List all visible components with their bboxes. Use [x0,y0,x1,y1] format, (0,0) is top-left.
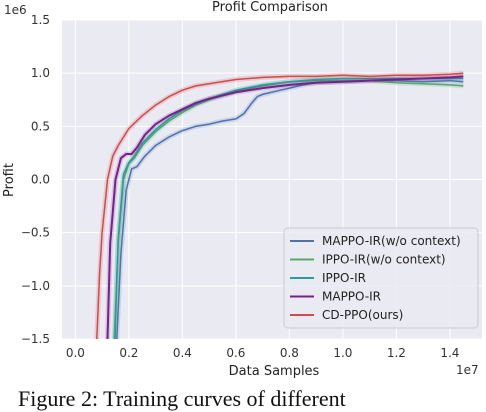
tick-labels: 0.0 0.2 0.4 0.6 0.8 1.0 1.2 1.4 1.5 1.0 0.5 0.0 −0.5… [21,13,460,360]
legend-entry: IPPO-IR(w/o context) [322,253,446,267]
series-line [113,79,464,339]
legend-entry: IPPO-IR [322,271,366,285]
series-lines [94,70,464,339]
y-multiplier-label: 1e6 [4,3,27,17]
figure-caption: Figure 2: Training curves of different [18,386,346,411]
y-tick-label: 0.0 [31,173,50,187]
x-tick-label: 1.2 [387,346,406,360]
series-line [96,72,464,339]
y-tick-label: −0.5 [21,226,50,240]
legend-entry: MAPPO-IR [322,290,381,304]
y-tick-label: −1.0 [21,279,50,293]
grid [62,19,482,340]
x-tick-label: 0.4 [173,346,192,360]
chart-title: Profit Comparison [212,0,328,15]
y-tick-label: 0.5 [31,119,50,133]
x-tick-label: 1.0 [333,346,352,360]
x-tick-label: 0.0 [66,346,85,360]
y-axis-label: Profit [2,163,17,197]
y-tick-label: 1.0 [31,66,50,80]
x-tick-label: 0.2 [119,346,138,360]
x-axis-label: Data Samples [229,364,320,379]
profit-chart: Profit Comparison 1e6 1e7 Data Samples P… [2,0,482,379]
legend: MAPPO-IR(w/o context) IPPO-IR(w/o context… [283,227,479,329]
legend-entry: CD-PPO(ours) [322,308,403,322]
legend-box [283,227,479,329]
y-tick-label: 1.5 [31,13,50,27]
y-tick-label: −1.5 [21,332,50,346]
x-tick-label: 1.4 [440,346,459,360]
legend-entry: MAPPO-IR(w/o context) [322,234,461,248]
x-multiplier-label: 1e7 [456,363,479,377]
series-line [106,75,464,339]
x-tick-label: 0.6 [226,346,245,360]
x-tick-label: 0.8 [280,346,299,360]
